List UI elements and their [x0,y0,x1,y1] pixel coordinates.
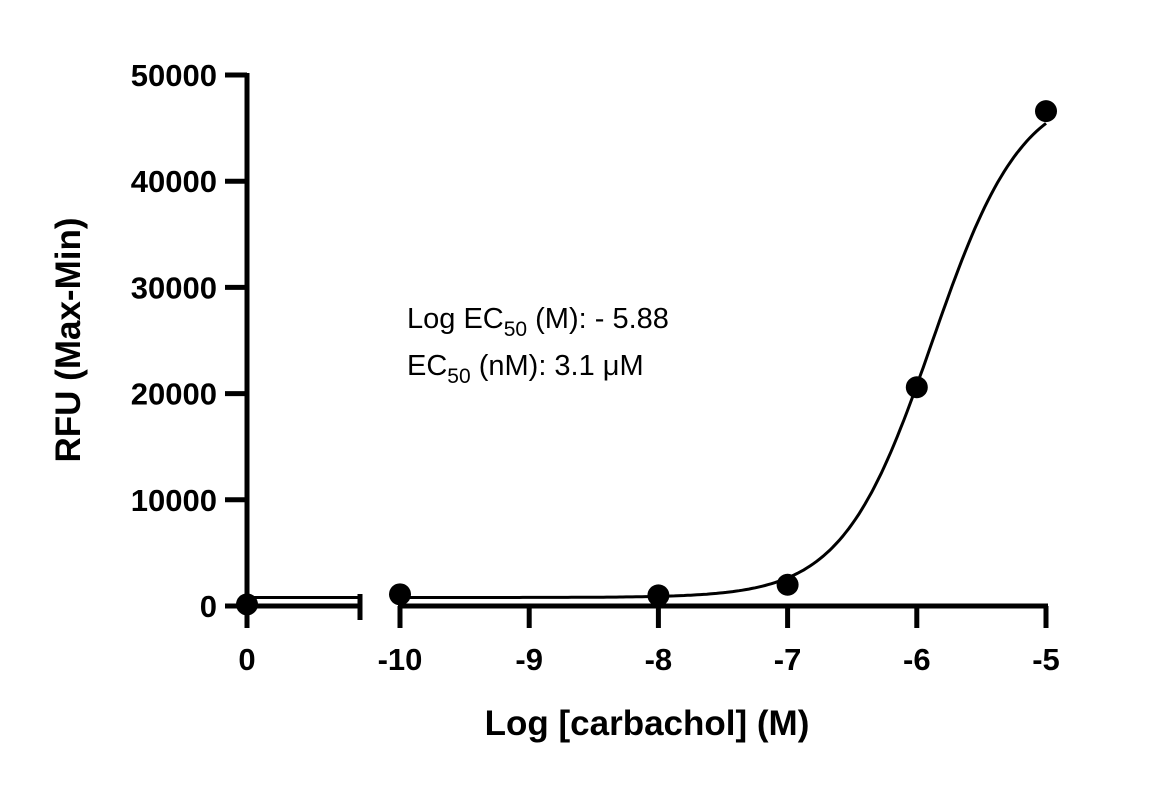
x-tick-label: -10 [378,642,423,677]
y-tick-label: 50000 [131,58,217,93]
data-point [776,573,799,596]
data-point [389,583,411,606]
x-tick-label: -5 [1032,642,1060,677]
y-tick-label: 10000 [131,483,217,518]
x-tick-label: -8 [645,642,673,677]
y-axis-title: RFU (Max-Min) [49,218,88,463]
data-point [647,584,670,607]
y-axis: 0 10000 20000 30000 40000 50000 [131,58,250,628]
x-tick-label: -9 [515,642,543,677]
x-axis-title: Log [carbachol] (M) [485,704,810,743]
fit-curve [247,122,1047,600]
x-tick-label: -6 [903,642,931,677]
ec50-annotation: EC50 (nM): 3.1 μM [407,350,644,388]
log-ec50-annotation: Log EC50 (M): - 5.88 [407,303,669,341]
data-point [1035,100,1057,123]
data-points [236,100,1057,616]
data-point [236,593,258,616]
y-tick-label: 30000 [131,270,217,305]
x-tick-label: 0 [238,642,255,677]
x-tick-label: -7 [774,642,802,677]
x-axis: 0 -10 -9 -8 -7 -6 -5 [238,594,1060,677]
y-tick-label: 20000 [131,377,217,412]
data-point [905,376,928,399]
y-tick-label: 40000 [131,164,217,199]
y-tick-label: 0 [200,589,217,624]
